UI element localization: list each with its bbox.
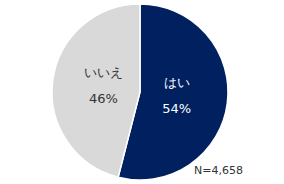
pie-slice (52, 4, 140, 177)
data-label: 46% (89, 91, 118, 106)
labels: はい 54% いいえ 46% (84, 65, 191, 115)
category-label: はい (164, 75, 190, 90)
data-label: 54% (162, 101, 191, 116)
chart: はい 54% いいえ 46% N=4,658 (0, 0, 284, 184)
pie (52, 4, 228, 180)
category-label: いいえ (84, 65, 123, 80)
annotation: N=4,658 (194, 164, 243, 177)
